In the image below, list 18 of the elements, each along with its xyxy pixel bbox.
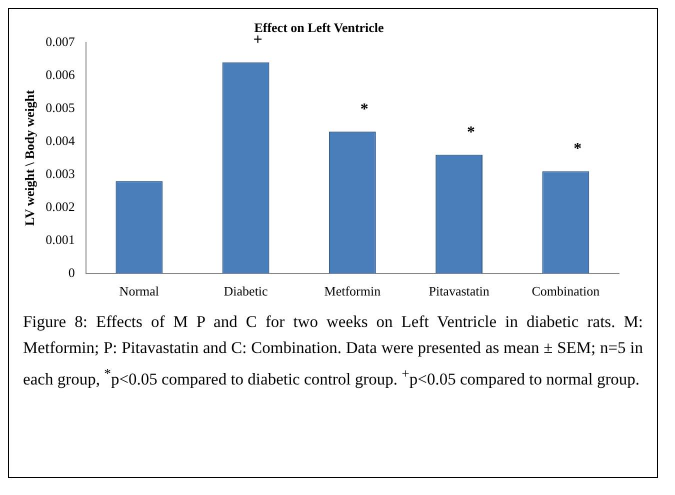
y-tick-label: 0.007 bbox=[46, 34, 76, 50]
x-tick-label: Combination bbox=[532, 284, 600, 299]
data-label: * bbox=[360, 100, 368, 118]
y-tick-label: 0.006 bbox=[46, 66, 76, 82]
y-tick-label: 0.003 bbox=[46, 166, 75, 181]
y-tick-label: 0.004 bbox=[46, 132, 76, 148]
x-tick-label: Pitavastatin bbox=[428, 284, 490, 299]
y-tick-label: 0.002 bbox=[46, 198, 75, 214]
data-label: * bbox=[574, 140, 582, 158]
y-tick-label: 0 bbox=[68, 264, 75, 280]
x-tick-label: Normal bbox=[119, 284, 160, 299]
y-tick-label: 0.001 bbox=[46, 232, 75, 247]
x-tick-label: Diabetic bbox=[224, 284, 268, 299]
x-tick-label: Metformin bbox=[324, 284, 382, 299]
data-label: * bbox=[467, 124, 476, 141]
caption: Figure 8: Effects of M P and C for two weeks on Left Ventricle in diabetic rats. M: Metformin; P: Pitavastatin and C: Combination. Data were presented as mean ± SEM; n=5 in each group, $^{*}$p<0.05 compared to diabetic control group. $^{+}$p<0.05 compared to normal group. bbox=[23, 311, 643, 390]
y-tick-label: 0.005 bbox=[46, 100, 75, 115]
y-axis-title: LV weight \ Body weight bbox=[22, 89, 38, 226]
